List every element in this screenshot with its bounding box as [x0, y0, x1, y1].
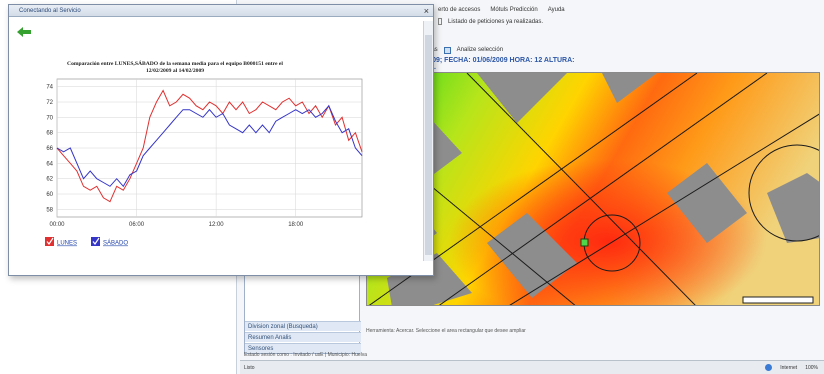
browser-status-bar: Listo Internet 100% — [240, 360, 824, 374]
heat-map-canvas[interactable] — [367, 73, 820, 306]
status-text: Listo — [244, 364, 255, 371]
menu-bar: erto de accesos Mótuls Predicción Ayuda — [200, 4, 565, 16]
y-tick-label: 58 — [46, 207, 53, 213]
internet-zone: Internet — [780, 364, 798, 371]
y-axis: 58 60 62 64 66 68 70 72 74 — [46, 85, 53, 214]
panel-item-resumen[interactable]: Resumen Analis — [245, 332, 361, 342]
y-tick-label: 72 — [46, 100, 53, 106]
series-line-sabado — [56, 104, 363, 188]
legend-checkbox-sabado — [91, 237, 100, 246]
popup-title: Conectando al Servicio — [19, 7, 81, 14]
legend-label: LUNES — [57, 241, 77, 247]
panel-item-sensores[interactable]: Sensores — [245, 343, 361, 353]
y-tick-label: 64 — [46, 161, 53, 167]
chart-title-line1: Comparación entre LUNES,SÁBADO de la sem… — [67, 59, 283, 67]
back-arrow-icon[interactable] — [17, 27, 31, 37]
sensor-marker-icon[interactable] — [580, 238, 589, 247]
x-tick-label: 00:00 — [49, 222, 65, 228]
session-info: Estado sesión como : Invitado / usE | Mu… — [244, 352, 368, 358]
y-tick-label: 66 — [46, 146, 53, 152]
checkmark-icon — [92, 237, 100, 246]
heat-map[interactable] — [366, 72, 820, 306]
sub-action-bar: Listado de peticiones ya realizadas. — [200, 18, 543, 25]
x-tick-label: 12:00 — [209, 222, 225, 228]
analyze-selection-button[interactable]: Analize selección — [456, 47, 504, 53]
tool-hint: Herramienta: Acercar. Seleccione el area… — [366, 328, 526, 334]
legend-label: SÁBADO — [103, 240, 128, 247]
menu-item-ayuda[interactable]: Ayuda — [547, 7, 565, 13]
x-tick-label: 18:00 — [288, 222, 304, 228]
popup-title-bar[interactable]: Conectando al Servicio — [9, 5, 433, 17]
popup-scrollbar[interactable] — [423, 21, 433, 261]
peticiones-link[interactable]: Listado de peticiones ya realizadas. — [448, 18, 544, 25]
checkmark-icon — [46, 237, 54, 246]
line-chart: Comparación entre LUNES,SÁBADO de la sem… — [45, 59, 363, 247]
panel-item-division-zonal[interactable]: Division zonal (Busqueda) — [245, 321, 361, 331]
scale-bar — [742, 296, 814, 304]
y-tick-label: 74 — [46, 85, 53, 91]
y-tick-label: 60 — [46, 192, 53, 198]
map-header-text: 2009; FECHA: 01/06/2009 HORA: 12 ALTURA:… — [424, 57, 575, 71]
globe-icon — [765, 364, 773, 371]
series-lines — [56, 89, 363, 203]
analyze-icon[interactable] — [443, 46, 451, 54]
x-axis: 00:00 06:00 12:00 18:00 — [49, 222, 303, 228]
chart-popup-window: Conectando al Servicio × Comparación ent… — [8, 4, 434, 276]
series-line-lunes — [56, 89, 363, 203]
menu-item-prediccion[interactable]: Mótuls Predicción — [490, 7, 538, 13]
chart-title-line2: 12/02/2009 al 14/02/2009 — [146, 68, 204, 74]
legend-checkbox-lunes — [45, 237, 54, 246]
scroll-thumb[interactable] — [425, 35, 432, 255]
x-tick-label: 06:00 — [129, 222, 145, 228]
list-icon — [438, 18, 442, 25]
y-tick-label: 68 — [46, 131, 53, 137]
close-icon[interactable]: × — [423, 6, 429, 16]
zoom-level[interactable]: 100% — [805, 364, 818, 371]
chart-legend: LUNES SÁBADO — [45, 237, 128, 247]
y-tick-label: 62 — [46, 177, 53, 183]
menu-item-accesos[interactable]: erto de accesos — [438, 7, 481, 13]
y-tick-label: 70 — [46, 115, 53, 121]
